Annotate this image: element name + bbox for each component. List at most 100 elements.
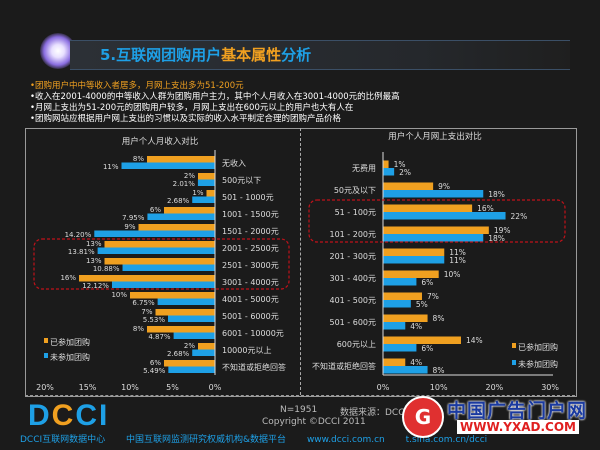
data-source: 数据来源：DCCI [340, 408, 408, 418]
category-label: 1501 - 2000元 [222, 227, 279, 236]
category-label: 51 - 100元 [335, 208, 376, 217]
bar-not-participated [97, 247, 215, 254]
data-label-participated: 4% [410, 358, 422, 367]
x-tick-label: 15% [79, 383, 97, 392]
bar-not-participated [167, 315, 215, 322]
data-label-participated: 13% [86, 240, 102, 248]
data-label-participated: 2% [184, 342, 195, 350]
legend-label-participated: 已参加团购 [50, 337, 90, 347]
bar-not-participated [383, 190, 484, 198]
bullet: •团购用户中中等收入者居多，月网上支出多为51-200元 [30, 81, 244, 91]
category-label: 不知道或拒绝回答 [312, 361, 376, 371]
x-tick-label: 20% [36, 383, 54, 392]
data-label-participated: 7% [427, 292, 439, 301]
data-label-not-participated: 2.68% [167, 197, 190, 205]
data-label-not-participated: 18% [488, 190, 505, 199]
data-label-participated: 9% [438, 182, 450, 191]
chart-title: 用户个人月收入对比 [122, 136, 199, 147]
data-label-participated: 7% [141, 308, 152, 316]
category-label: 500元以下 [222, 176, 261, 185]
bar-participated [383, 292, 422, 300]
bar-not-participated [192, 349, 215, 356]
bar-participated [198, 343, 215, 350]
bar-not-participated [197, 179, 215, 186]
highlight-box [308, 199, 566, 243]
bar-participated [383, 248, 445, 256]
bar-participated [383, 160, 389, 168]
data-label-participated: 13% [86, 257, 102, 265]
data-label-participated: 2% [184, 172, 195, 180]
legend-label-not-participated: 未参加团购 [518, 359, 558, 369]
data-label-participated: 1% [394, 160, 406, 169]
x-tick-label: 30% [541, 383, 559, 392]
bottom-tagline: 中国互联网监测研究权威机构&数据平台 [126, 435, 287, 445]
data-label-participated: 6% [150, 206, 161, 214]
summary-bullets: •团购用户中中等收入者居多，月网上支出多为51-200元 •收入在2001-40… [30, 81, 400, 125]
bar-not-participated [168, 366, 215, 373]
title-part1: 5.互联网团购用户 [100, 46, 222, 64]
bar-participated [383, 204, 473, 212]
category-label: 50元及以下 [334, 186, 376, 195]
bar-not-participated [173, 332, 215, 339]
highlight-box [33, 238, 290, 290]
data-label-participated: 10% [111, 291, 127, 299]
watermark: G 中国广告门户网 WWW.YXAD.COM [402, 396, 597, 438]
x-tick-label: 0% [209, 383, 222, 392]
sample-size: N=1951 [280, 405, 318, 415]
data-label-not-participated: 5% [416, 300, 428, 309]
bar-not-participated [383, 366, 428, 374]
legend-label-participated: 已参加团购 [518, 342, 558, 352]
data-label-participated: 14% [466, 336, 483, 345]
bottom-weibo-link[interactable]: t.sina.com.cn/dcci [405, 435, 488, 445]
legend-swatch-not-participated [44, 353, 48, 358]
bar-participated [138, 224, 215, 231]
category-label: 600元以上 [337, 340, 376, 349]
data-label-not-participated: 5.53% [143, 316, 166, 324]
data-label-participated: 16% [477, 204, 494, 213]
copyright: Copyright ©DCCI 2011 [262, 417, 366, 427]
bar-participated [383, 226, 489, 234]
bottom-website-link[interactable]: www.dcci.com.cn [306, 435, 385, 445]
data-label-not-participated: 14.20% [65, 231, 92, 239]
category-label: 无收入 [222, 158, 246, 168]
data-label-participated: 6% [150, 359, 161, 367]
legend-label-not-participated: 未参加团购 [50, 352, 90, 362]
data-label-not-participated: 12.12% [82, 282, 109, 290]
bar-participated [155, 309, 215, 316]
page-title: 5.互联网团购用户基本属性分析 [100, 44, 311, 65]
bar-not-participated [157, 298, 215, 305]
data-label-not-participated: 7.95% [122, 214, 145, 222]
category-label: 2001 - 2500元 [222, 244, 279, 253]
data-label-not-participated: 2% [399, 168, 411, 177]
legend-swatch-participated [44, 338, 48, 343]
data-label-not-participated: 8% [433, 366, 445, 375]
bar-not-participated [94, 230, 215, 237]
bar-not-participated [192, 196, 215, 203]
data-label-not-participated: 6.75% [132, 299, 155, 307]
category-label: 10000元以上 [222, 346, 271, 355]
category-label: 401 - 500元 [329, 296, 376, 305]
bullet: •收入在2001-4000的中等收入人群为团购用户主力，其中个人月收入在3001… [30, 92, 400, 102]
bar-participated [206, 190, 215, 197]
bar-not-participated [383, 278, 417, 286]
bar-participated [164, 207, 215, 214]
bar-not-participated [121, 162, 215, 169]
bar-participated [104, 258, 215, 265]
data-label-not-participated: 6% [421, 344, 433, 353]
chart-panel [25, 128, 577, 397]
bar-participated [383, 182, 434, 190]
category-label: 2501 - 3000元 [222, 261, 279, 270]
chart-divider [300, 128, 301, 395]
bar-participated [164, 360, 215, 367]
bullet: •月网上支出为51-200元的团购用户较多，月网上支出在600元以上的用户也大有… [30, 103, 354, 113]
data-label-not-participated: 22% [511, 212, 528, 221]
chart-title: 用户个人月网上支出对比 [388, 131, 482, 142]
title-part3: 分析 [281, 46, 312, 64]
x-tick-label: 20% [486, 383, 504, 392]
bar-participated [147, 156, 215, 163]
watermark-logo-icon: G [402, 396, 444, 438]
data-label-not-participated: 13.81% [68, 248, 95, 256]
category-label: 501 - 600元 [329, 318, 376, 327]
category-label: 201 - 300元 [329, 252, 376, 261]
bar-participated [130, 292, 215, 299]
